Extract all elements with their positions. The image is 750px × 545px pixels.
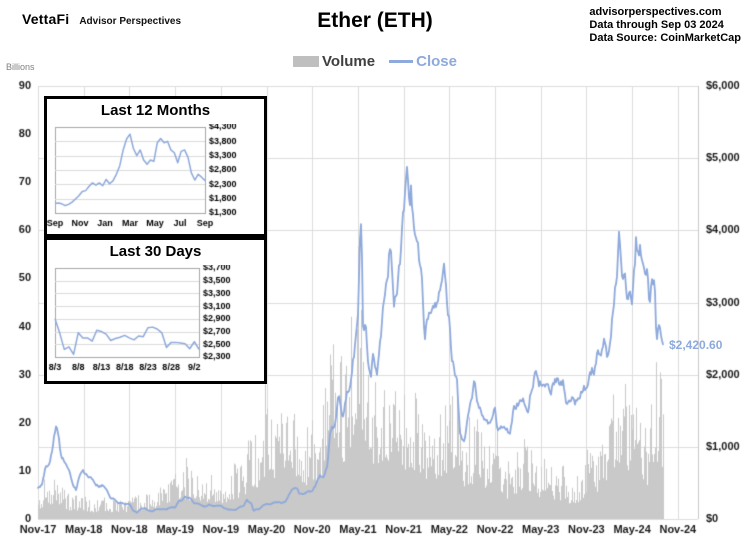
last-price-callout: $2,420.60	[669, 338, 723, 352]
legend-item-volume: Volume	[293, 53, 375, 70]
legend-volume-label: Volume	[322, 53, 376, 70]
inset-last-12-months: Last 12 Months	[44, 96, 267, 237]
legend-close-label: Close	[416, 53, 457, 70]
chart-legend: Volume Close	[0, 53, 750, 70]
legend-item-close: Close	[389, 53, 457, 70]
brand: VettaFi Advisor Perspectives	[22, 11, 181, 27]
inset-last-30-days: Last 30 Days	[44, 237, 267, 384]
source-info: advisorperspectives.com Data through Sep…	[589, 6, 741, 45]
source-line-provider: Data Source: CoinMarketCap	[589, 32, 741, 44]
inset-12mo-title: Last 12 Months	[100, 102, 211, 119]
inset-12mo-chart-canvas	[47, 124, 264, 232]
source-line-url: advisorperspectives.com	[589, 6, 722, 18]
vettafi-logo: VettaFi	[22, 11, 70, 27]
page-title: Ether (ETH)	[317, 9, 433, 32]
brand-subtitle: Advisor Perspectives	[79, 16, 182, 27]
close-line-swatch-icon	[389, 60, 414, 63]
volume-swatch-icon	[293, 56, 320, 67]
left-axis-unit-label: Billions	[6, 62, 35, 72]
inset-30d-chart-canvas	[47, 265, 264, 379]
source-line-date: Data through Sep 03 2024	[589, 19, 724, 31]
inset-30d-title: Last 30 Days	[109, 243, 202, 260]
